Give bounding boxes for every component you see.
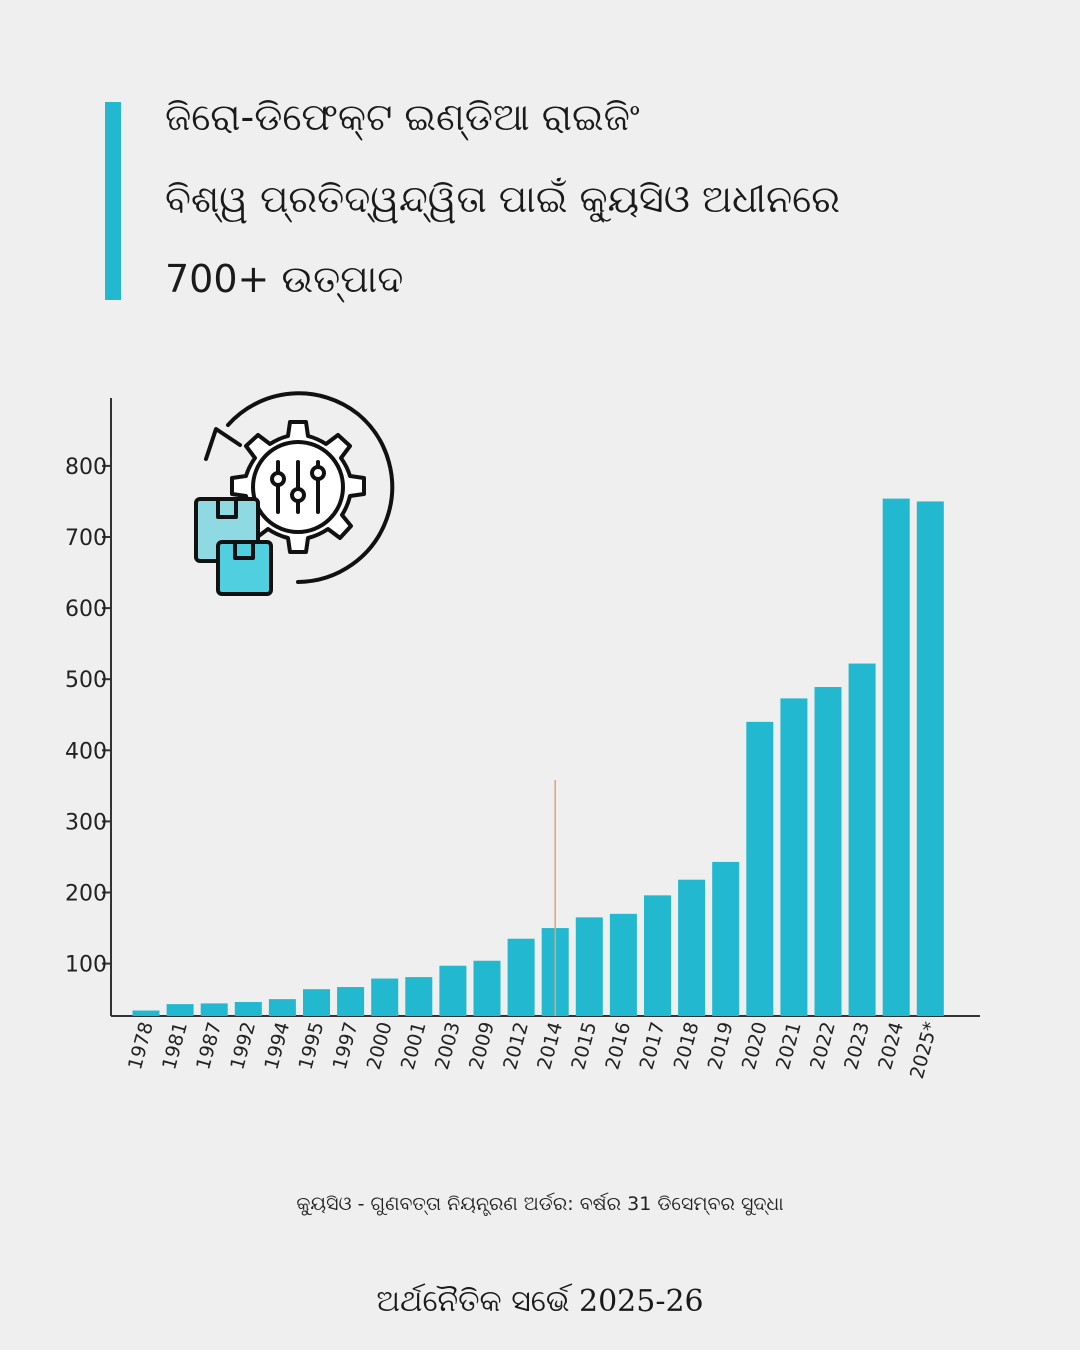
footnote: କ୍ୟୁସିଓ - ଗୁଣବତ୍ତା ନିୟନ୍ତ୍ରଣ ଅର୍ଡର: ବର୍ଷ… [296, 1193, 784, 1215]
x-tick-label: 2000 [363, 1020, 397, 1072]
bar-2015 [575, 917, 603, 1016]
x-tick-label: 2017 [636, 1020, 670, 1072]
y-tick-label: 500 [65, 668, 107, 693]
x-tick-label: 2009 [465, 1020, 499, 1072]
bar-2001 [405, 977, 433, 1016]
x-tick-label: 2001 [397, 1020, 431, 1072]
x-tick-label: 1992 [226, 1020, 260, 1072]
bar-1997 [337, 987, 365, 1016]
bar-2009 [473, 960, 501, 1016]
x-tick-label: 2014 [533, 1020, 567, 1072]
x-tick-label: 1994 [260, 1020, 294, 1072]
bar-2016 [609, 913, 637, 1016]
x-tick-label: 2022 [806, 1020, 840, 1072]
x-tick-label: 1995 [295, 1020, 329, 1072]
x-tick-label: 2021 [772, 1020, 806, 1072]
bar-1994 [268, 999, 296, 1016]
x-tick-label: 1987 [192, 1020, 226, 1072]
bar-1978 [132, 1010, 160, 1016]
x-tick-label: 2018 [670, 1020, 704, 1072]
x-tick-label: 1978 [124, 1020, 158, 1072]
bar-2018 [678, 879, 706, 1016]
y-tick-label: 600 [65, 597, 107, 622]
x-tick-label: 2016 [601, 1020, 635, 1072]
bar-2022 [814, 687, 842, 1016]
x-tick-label: 1981 [158, 1020, 192, 1072]
y-tick-label: 700 [65, 526, 107, 551]
bar-2025* [916, 501, 944, 1016]
y-tick-label: 400 [65, 739, 107, 764]
bar-2020 [746, 721, 774, 1016]
bar-1992 [234, 1001, 262, 1016]
bar-2017 [644, 895, 671, 1016]
bar-2003 [439, 965, 467, 1016]
x-tick-label: 2012 [499, 1020, 533, 1072]
title-line-3: 700+ ଉତ୍ପାଦ [165, 257, 404, 301]
bar-2000 [371, 978, 399, 1016]
y-tick-label: 100 [65, 953, 107, 978]
y-tick-label: 300 [65, 810, 107, 835]
x-tick-label: 2019 [704, 1020, 738, 1072]
x-tick-label: 2024 [874, 1020, 908, 1072]
x-tick-label: 2025* [906, 1020, 942, 1082]
x-tick-label: 2020 [738, 1020, 772, 1072]
accent-bar [105, 102, 121, 300]
y-tick-label: 800 [65, 455, 107, 480]
source-label: ଅର୍ଥନୈତିକ ସର୍ଭେ 2025-26 [376, 1284, 704, 1319]
x-tick-label: 2023 [840, 1020, 874, 1072]
bar-2019 [712, 861, 740, 1016]
gear-with-boxes-icon [194, 391, 395, 596]
bar-1981 [166, 1004, 194, 1016]
bar-1995 [303, 989, 330, 1016]
x-tick-label: 1997 [329, 1020, 363, 1072]
title-line-1: ଜିରୋ-ଡିଫେକ୍ଟ ଇଣ୍ଡିଆ ରାଇଜିଂ [165, 95, 640, 139]
y-tick-label: 200 [65, 882, 107, 907]
x-tick-label: 2003 [431, 1020, 465, 1072]
x-tick-label: 2015 [567, 1020, 601, 1072]
title-line-2: ବିଶ୍ୱ ପ୍ରତିଦ୍ୱନ୍ଦ୍ୱିତା ପାଇଁ କ୍ୟୁସିଓ ଅଧୀନ… [165, 177, 841, 221]
bar-2024 [882, 498, 910, 1017]
bar-2012 [507, 938, 535, 1016]
bar-1987 [200, 1003, 228, 1016]
bar-2023 [848, 663, 876, 1016]
bar-2021 [780, 698, 808, 1016]
